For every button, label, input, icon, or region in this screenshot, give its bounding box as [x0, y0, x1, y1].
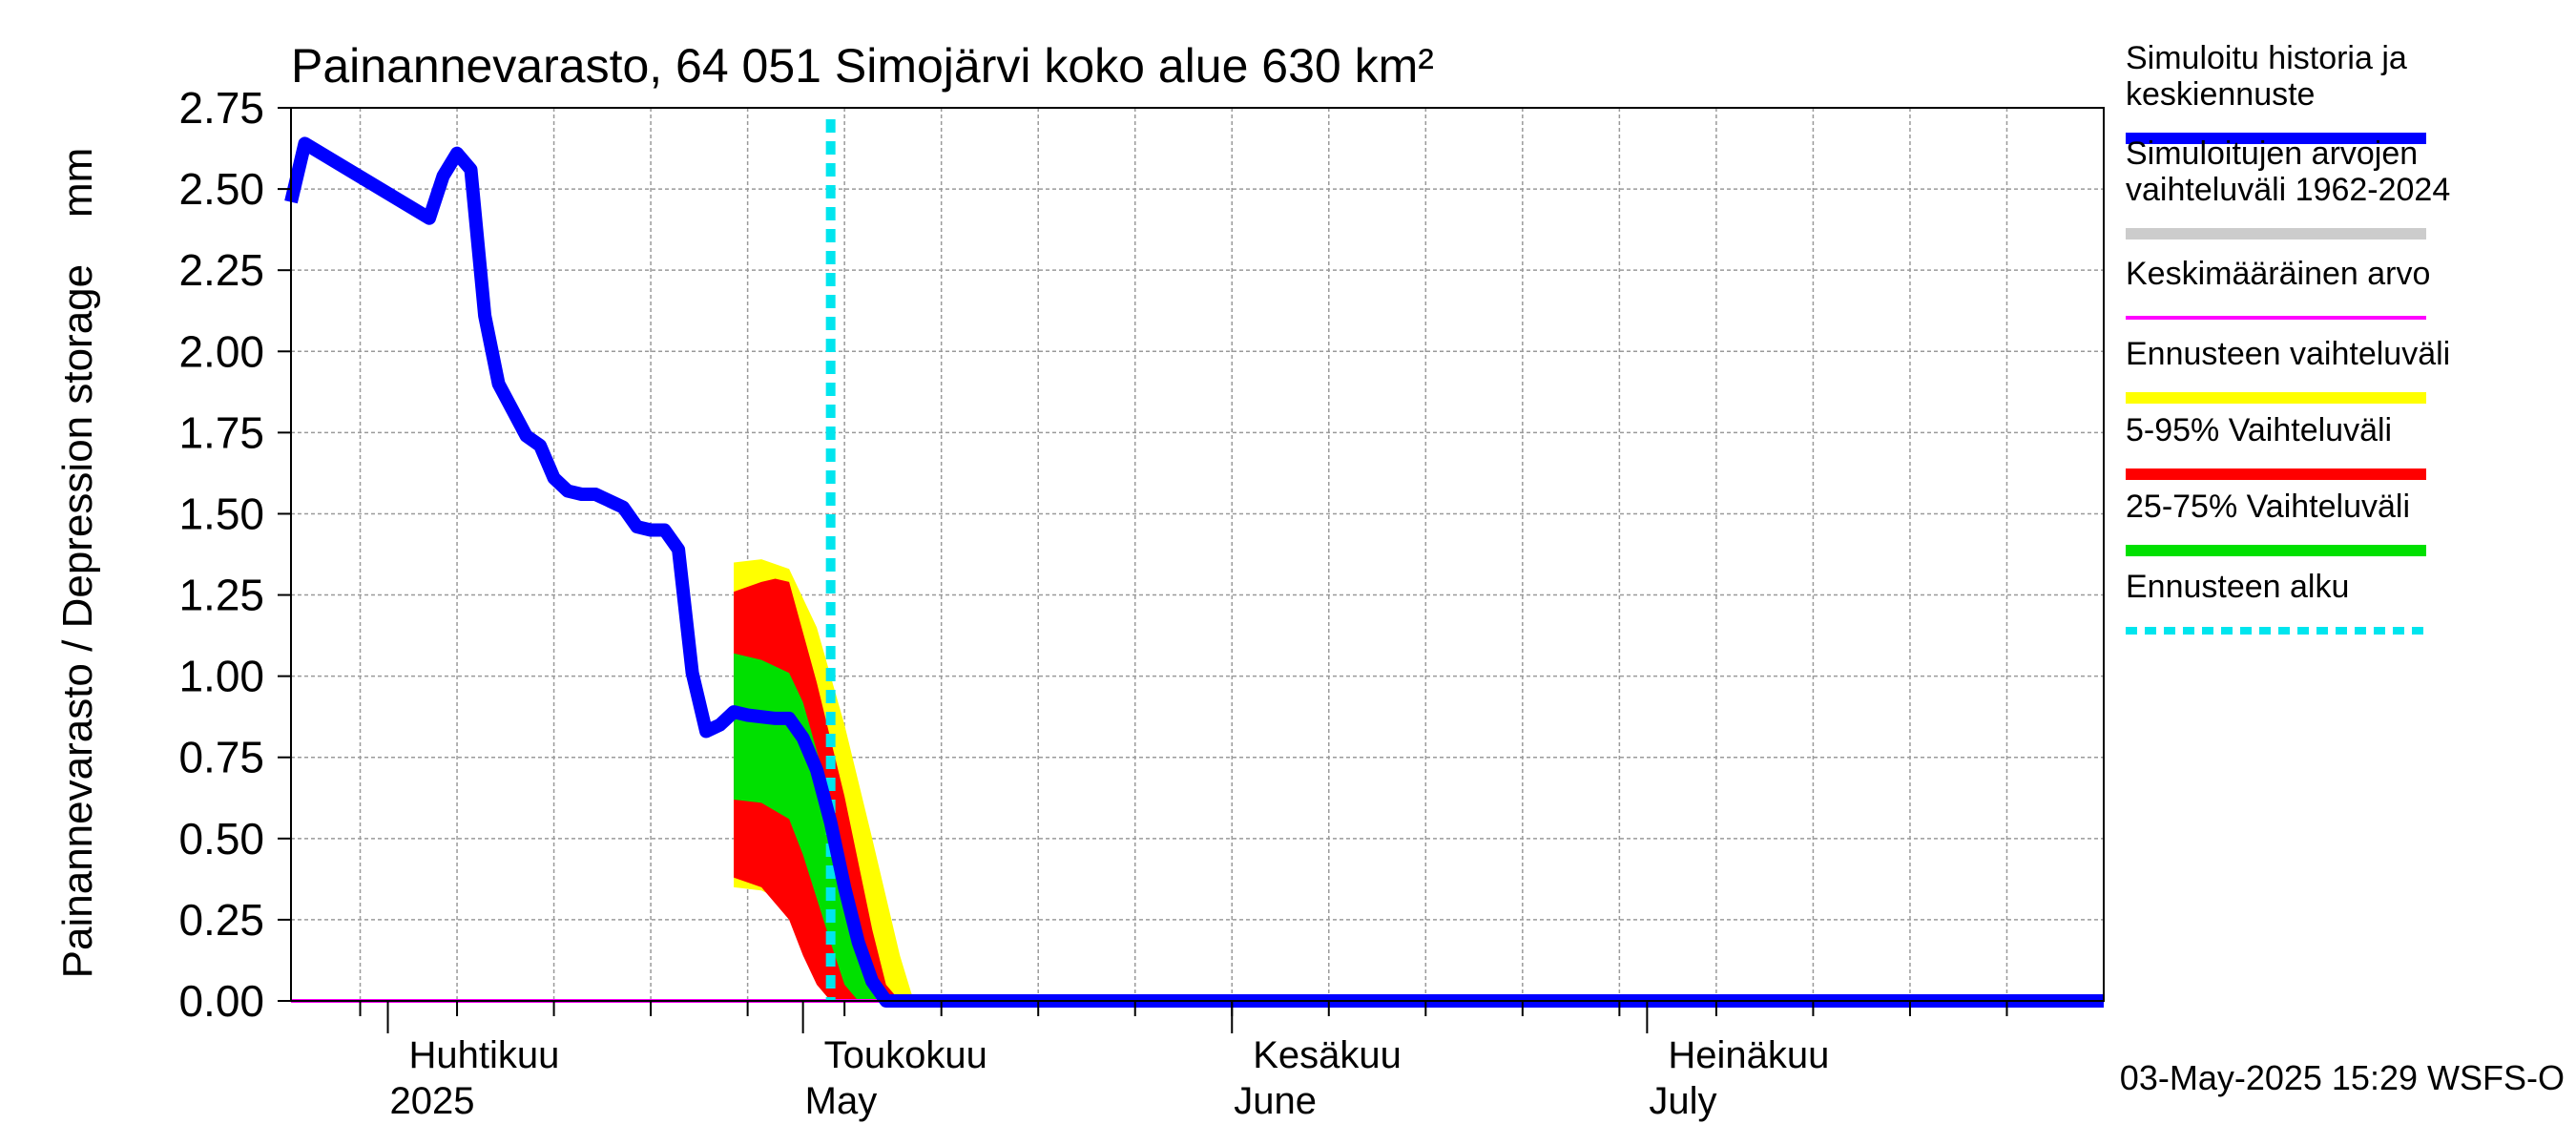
month-label: Heinäkuu	[1668, 1034, 1829, 1076]
chart-title: Painannevarasto, 64 051 Simojärvi koko a…	[291, 39, 1434, 93]
y-tick-label: 2.75	[178, 83, 264, 133]
y-tick-label: 2.50	[178, 164, 264, 214]
month-label: Huhtikuu	[409, 1034, 560, 1076]
y-tick-label: 0.75	[178, 733, 264, 782]
legend-label: Keskimääräinen arvo	[2126, 256, 2430, 292]
legend-label: 25-75% Vaihteluväli	[2126, 489, 2410, 525]
month-sublabel: June	[1234, 1080, 1317, 1122]
legend-label: Simuloitu historia ja	[2126, 40, 2407, 76]
legend-label: 5-95% Vaihteluväli	[2126, 412, 2392, 448]
legend-label: vaihteluväli 1962-2024	[2126, 172, 2450, 208]
y-tick-label: 2.25	[178, 245, 264, 295]
y-tick-label: 2.00	[178, 326, 264, 376]
y-tick-label: 0.25	[178, 895, 264, 945]
legend-label: Simuloitujen arvojen	[2126, 135, 2418, 172]
axis-ticks-and-labels: 0.00 0.25 0.50 0.75 1.00 1.25 1.50 1.75 2.00 2.25…	[178, 83, 2008, 1122]
simulated-history-line	[284, 136, 2104, 1008]
y-tick-label: 1.00	[178, 652, 264, 701]
month-sublabel: 2025	[390, 1080, 475, 1122]
y-tick-label: 0.50	[178, 814, 264, 864]
legend-label: keskiennuste	[2126, 76, 2315, 113]
y-tick-label: 1.50	[178, 489, 264, 538]
y-tick-label: 1.75	[178, 407, 264, 457]
month-sublabel: July	[1649, 1080, 1716, 1122]
footer-timestamp: 03-May-2025 15:29 WSFS-O	[2120, 1058, 2565, 1097]
legend-label: Ennusteen alku	[2126, 569, 2349, 605]
y-axis-label: Painannevarasto / Depression storage mm	[54, 148, 101, 979]
legend-label: Ennusteen vaihteluväli	[2126, 336, 2450, 372]
plot-frame	[290, 107, 2105, 1002]
month-label: Kesäkuu	[1253, 1034, 1402, 1076]
y-tick-label: 1.25	[178, 571, 264, 620]
month-label: Toukokuu	[824, 1034, 987, 1076]
month-sublabel: May	[805, 1080, 878, 1122]
y-tick-label: 0.00	[178, 976, 264, 1026]
